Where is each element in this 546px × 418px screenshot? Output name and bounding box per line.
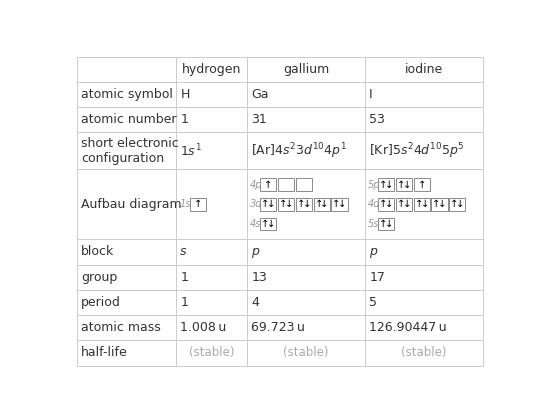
Text: 17: 17 bbox=[369, 271, 385, 284]
Text: $[\mathrm{Kr}]5s^24d^{10}5p^5$: $[\mathrm{Kr}]5s^24d^{10}5p^5$ bbox=[369, 141, 465, 161]
Bar bbox=[378, 178, 394, 191]
Text: short electronic
configuration: short electronic configuration bbox=[81, 137, 179, 165]
Bar bbox=[278, 178, 294, 191]
Text: (stable): (stable) bbox=[283, 347, 329, 359]
Bar bbox=[260, 198, 276, 211]
Text: ↓: ↓ bbox=[420, 199, 429, 209]
Text: ↓: ↓ bbox=[438, 199, 447, 209]
Text: ↑: ↑ bbox=[264, 180, 272, 190]
Text: period: period bbox=[81, 296, 121, 309]
Text: 1s: 1s bbox=[180, 199, 191, 209]
Bar bbox=[414, 198, 430, 211]
Text: 1.008 u: 1.008 u bbox=[180, 321, 227, 334]
Bar bbox=[313, 198, 330, 211]
Text: 5: 5 bbox=[369, 296, 377, 309]
Text: ↑: ↑ bbox=[418, 180, 426, 190]
Text: ↓: ↓ bbox=[385, 199, 393, 209]
Text: atomic symbol: atomic symbol bbox=[81, 88, 173, 101]
Text: ↓: ↓ bbox=[267, 199, 276, 209]
Bar bbox=[414, 178, 430, 191]
Text: 69.723 u: 69.723 u bbox=[251, 321, 305, 334]
Bar bbox=[260, 178, 276, 191]
Text: 4: 4 bbox=[251, 296, 259, 309]
Text: I: I bbox=[369, 88, 373, 101]
Text: Ga: Ga bbox=[251, 88, 269, 101]
Text: ↑: ↑ bbox=[397, 180, 405, 190]
Text: ↑: ↑ bbox=[379, 180, 388, 190]
Text: 3d: 3d bbox=[250, 199, 262, 209]
Text: p: p bbox=[369, 245, 377, 258]
Text: p: p bbox=[251, 245, 259, 258]
Bar bbox=[396, 198, 412, 211]
Text: ↓: ↓ bbox=[456, 199, 464, 209]
Text: ↓: ↓ bbox=[285, 199, 293, 209]
Text: ↑: ↑ bbox=[314, 199, 323, 209]
Text: ↑: ↑ bbox=[194, 199, 203, 209]
Text: ↑: ↑ bbox=[297, 199, 305, 209]
Text: ↓: ↓ bbox=[385, 219, 393, 229]
Text: block: block bbox=[81, 245, 114, 258]
Text: 126.90447 u: 126.90447 u bbox=[369, 321, 447, 334]
Text: 1: 1 bbox=[180, 271, 188, 284]
Text: ↑: ↑ bbox=[333, 199, 341, 209]
Bar bbox=[190, 198, 206, 211]
Text: ↑: ↑ bbox=[262, 199, 270, 209]
Text: ↓: ↓ bbox=[402, 199, 411, 209]
Bar bbox=[449, 198, 465, 211]
Text: $1s^1$: $1s^1$ bbox=[180, 143, 202, 159]
Text: ↓: ↓ bbox=[338, 199, 347, 209]
Text: iodine: iodine bbox=[405, 63, 443, 76]
Text: ↓: ↓ bbox=[385, 180, 393, 190]
Bar bbox=[296, 178, 312, 191]
Text: atomic mass: atomic mass bbox=[81, 321, 161, 334]
Text: ↑: ↑ bbox=[432, 199, 441, 209]
Text: Aufbau diagram: Aufbau diagram bbox=[81, 198, 181, 211]
Text: ↑: ↑ bbox=[279, 199, 287, 209]
Text: (stable): (stable) bbox=[401, 347, 447, 359]
Text: H: H bbox=[180, 88, 189, 101]
Text: 4p: 4p bbox=[250, 180, 262, 190]
Text: s: s bbox=[180, 245, 187, 258]
Text: 4s: 4s bbox=[250, 219, 261, 229]
Text: hydrogen: hydrogen bbox=[182, 63, 241, 76]
Text: group: group bbox=[81, 271, 117, 284]
Text: gallium: gallium bbox=[283, 63, 329, 76]
Text: atomic number: atomic number bbox=[81, 113, 176, 126]
Text: half-life: half-life bbox=[81, 347, 128, 359]
Text: ↓: ↓ bbox=[321, 199, 329, 209]
Text: ↑: ↑ bbox=[414, 199, 423, 209]
Text: ↑: ↑ bbox=[379, 199, 388, 209]
Bar bbox=[260, 218, 276, 230]
Text: ↑: ↑ bbox=[379, 219, 388, 229]
Bar bbox=[431, 198, 448, 211]
Text: 31: 31 bbox=[251, 113, 267, 126]
Bar bbox=[378, 198, 394, 211]
Text: ↑: ↑ bbox=[262, 219, 270, 229]
Bar bbox=[331, 198, 347, 211]
Text: ↓: ↓ bbox=[267, 219, 276, 229]
Bar bbox=[278, 198, 294, 211]
Text: ↓: ↓ bbox=[302, 199, 311, 209]
Bar bbox=[296, 198, 312, 211]
Bar bbox=[378, 218, 394, 230]
Text: ↑: ↑ bbox=[450, 199, 459, 209]
Bar bbox=[396, 178, 412, 191]
Text: 13: 13 bbox=[251, 271, 267, 284]
Text: 5s: 5s bbox=[367, 219, 379, 229]
Text: 53: 53 bbox=[369, 113, 385, 126]
Text: (stable): (stable) bbox=[189, 347, 235, 359]
Text: ↑: ↑ bbox=[397, 199, 405, 209]
Text: $[\mathrm{Ar}]4s^23d^{10}4p^1$: $[\mathrm{Ar}]4s^23d^{10}4p^1$ bbox=[251, 141, 347, 161]
Text: 1: 1 bbox=[180, 296, 188, 309]
Text: 5p: 5p bbox=[367, 180, 380, 190]
Text: ↓: ↓ bbox=[402, 180, 411, 190]
Text: 1: 1 bbox=[180, 113, 188, 126]
Text: 4d: 4d bbox=[367, 199, 380, 209]
